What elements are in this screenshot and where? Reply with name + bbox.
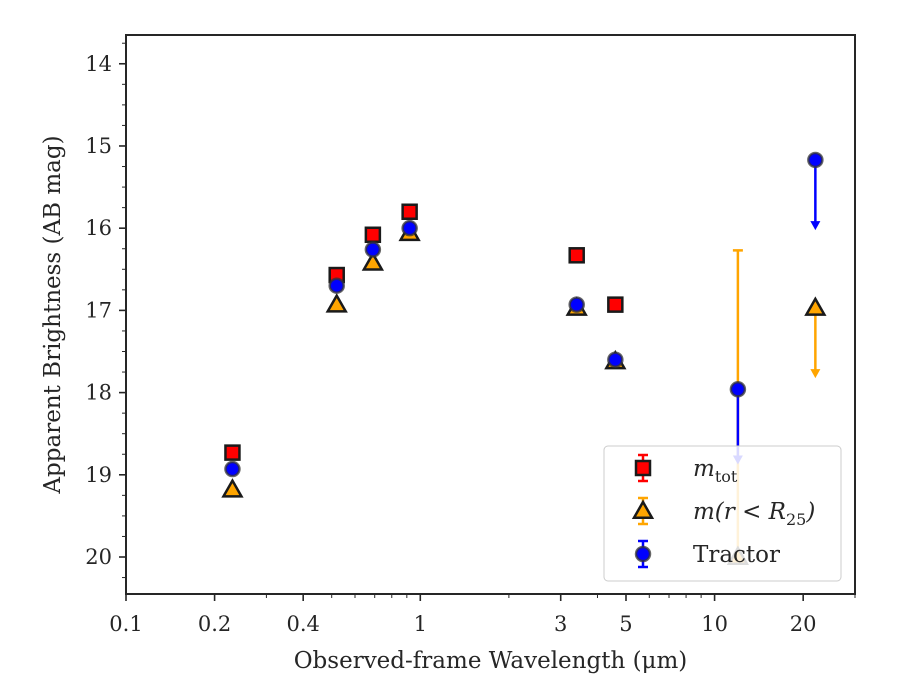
mtot-point (364, 226, 382, 244)
tractor-point (729, 381, 747, 398)
mtot-point (607, 296, 624, 313)
y-tick-label: 20 (85, 545, 112, 569)
x-tick-label: 1 (414, 612, 427, 636)
x-tick-label: 0.1 (109, 612, 142, 636)
x-tick-label: 0.4 (286, 612, 319, 636)
plot-frame (125, 34, 856, 595)
legend-marker-mr25 (631, 499, 655, 519)
x-tick-label: 5 (619, 612, 632, 636)
y-tick-label: 16 (85, 216, 112, 240)
mr25-point (804, 296, 827, 316)
x-tick-label: 3 (554, 612, 567, 636)
legend-marker-tractor (634, 545, 652, 563)
mtot-point (401, 203, 418, 220)
x-tick-label: 0.2 (198, 612, 231, 636)
x-tick-label: 10 (701, 612, 728, 636)
tractor-point (568, 296, 585, 313)
mtot-point (224, 444, 241, 461)
tractor-point (807, 151, 824, 169)
legend-marker-mtot (634, 459, 652, 477)
x-tick-label: 20 (790, 612, 817, 636)
y-tick-label: 17 (85, 298, 112, 322)
y-tick-label: 15 (85, 134, 112, 158)
legend-label-mr25: m(r < R25) (693, 499, 815, 529)
legend: mtot m(r < R25) Tractor (603, 445, 842, 582)
mr25-point (325, 293, 348, 313)
ticks-layer: 0.1 0.2 0.4 1 3 5 10 20 14 15 16 17 18 19 20 (85, 42, 856, 636)
legend-label-mtot: mtot (693, 456, 738, 486)
mr25-upper-limit-arrow-head (810, 369, 821, 379)
tractor-point (328, 277, 345, 294)
tractor-point (607, 351, 624, 368)
y-axis-label: Apparent Brightness (AB mag) (40, 135, 66, 494)
points-layer (221, 151, 827, 566)
x-axis-label: Observed-frame Wavelength (μm) (294, 648, 688, 674)
tractor-point (401, 219, 418, 237)
mr25-point (361, 251, 385, 271)
legend-box (603, 445, 842, 582)
mtot-point (568, 247, 585, 264)
legend-label-tractor: Tractor (693, 542, 780, 568)
y-tick-label: 18 (85, 381, 112, 405)
tractor-point (224, 460, 241, 478)
y-tick-label: 14 (85, 52, 112, 76)
mr25-point (221, 478, 244, 498)
tractor-upper-limit-arrow-head (810, 221, 821, 231)
y-tick-label: 19 (85, 463, 112, 487)
tractor-point (364, 241, 382, 258)
